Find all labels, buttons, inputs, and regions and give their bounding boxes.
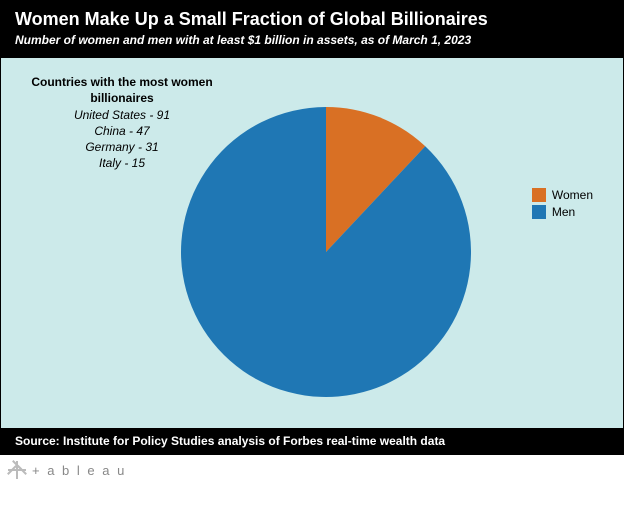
legend-label: Men: [552, 205, 575, 219]
legend-item: Women: [532, 188, 593, 202]
footer-bar: Source: Institute for Policy Studies ana…: [1, 428, 623, 454]
chart-body: Countries with the most women billionair…: [1, 58, 623, 428]
legend: Women Men: [532, 188, 593, 222]
footer-text: Source: Institute for Policy Studies ana…: [15, 434, 445, 448]
tableau-mark-icon: [8, 461, 26, 479]
tableau-logo: + a b l e a u: [8, 461, 624, 479]
pie-chart: [176, 102, 476, 407]
pie-svg: [176, 102, 476, 402]
legend-item: Men: [532, 205, 593, 219]
header-bar: Women Make Up a Small Fraction of Global…: [1, 1, 623, 58]
tableau-logo-text: + a b l e a u: [32, 463, 126, 478]
chart-subtitle: Number of women and men with at least $1…: [15, 33, 609, 49]
legend-label: Women: [552, 188, 593, 202]
chart-card: Women Make Up a Small Fraction of Global…: [0, 0, 624, 455]
legend-swatch: [532, 205, 546, 219]
chart-title: Women Make Up a Small Fraction of Global…: [15, 9, 609, 31]
pie-slice: [181, 107, 471, 397]
legend-swatch: [532, 188, 546, 202]
